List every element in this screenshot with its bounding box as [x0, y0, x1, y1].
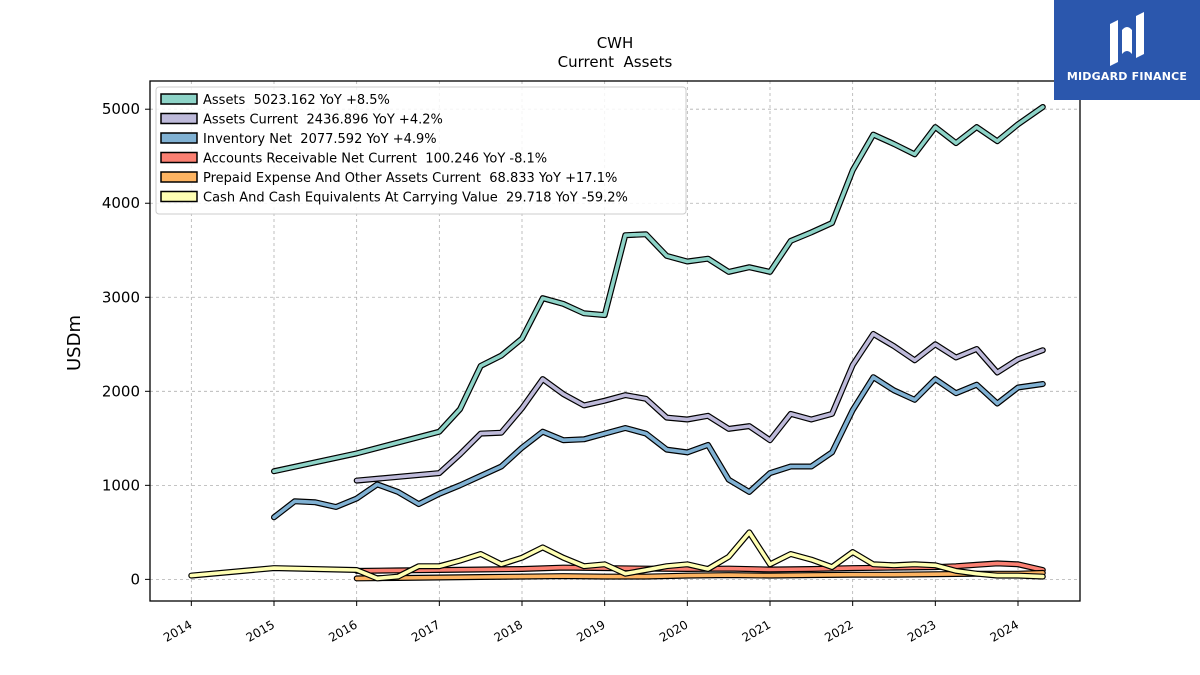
legend-swatch: [160, 190, 198, 203]
chart-title: CWH: [597, 34, 634, 52]
y-tick-label: 3000: [102, 288, 140, 306]
x-tick-label: 2018: [492, 617, 525, 644]
x-tick-label: 2019: [574, 617, 607, 644]
series-5: [188, 529, 1046, 582]
legend-swatch: [160, 93, 198, 105]
series-line: [272, 375, 1045, 520]
x-tick-label: 2016: [326, 617, 359, 644]
legend-label: Prepaid Expense And Other Assets Current…: [203, 171, 617, 186]
legend-label: Assets 5023.162 YoY +8.5%: [203, 93, 390, 108]
x-tick-label: 2020: [657, 617, 690, 644]
legend-label: Assets Current 2436.896 YoY +4.2%: [203, 113, 443, 128]
legend-label: Cash And Cash Equivalents At Carrying Va…: [203, 191, 628, 206]
series-1: [353, 330, 1046, 484]
series-line: [272, 105, 1045, 474]
x-tick-label: 2023: [905, 617, 938, 644]
legend-box: [155, 86, 687, 215]
legend-swatch: [160, 171, 198, 183]
series-line: [354, 561, 1045, 573]
chart-subtitle: Current Assets: [558, 53, 673, 71]
brand-name: MIDGARD FINANCE: [1066, 70, 1188, 83]
y-tick-label: 2000: [102, 382, 140, 400]
series-lines: [188, 104, 1046, 582]
plot-frame: [149, 80, 1081, 602]
y-tick-label: 5000: [102, 100, 140, 118]
y-tick-label: 0: [130, 570, 140, 588]
x-tick-label: 2014: [161, 617, 194, 644]
legend-swatch: [160, 112, 198, 125]
brand-badge: MIDGARD FINANCE: [1054, 0, 1200, 100]
series-4: [353, 569, 1046, 582]
y-axis-label: USDm: [64, 315, 85, 371]
series-2: [271, 374, 1046, 521]
series-line: [354, 332, 1045, 483]
y-axis-ticks: 0 1000 2000 3000 4000 5000: [102, 100, 150, 588]
legend-swatch: [160, 132, 198, 144]
series-0: [271, 104, 1046, 475]
x-tick-label: 2021: [740, 617, 773, 644]
series-line: [354, 571, 1045, 581]
y-tick-label: 1000: [102, 476, 140, 494]
legend-swatch: [160, 151, 198, 164]
x-tick-label: 2017: [409, 617, 442, 644]
legend-label: Accounts Receivable Net Current 100.246 …: [203, 152, 547, 167]
legend: Assets 5023.162 YoY +8.5% Assets Current …: [155, 86, 687, 215]
x-tick-label: 2022: [822, 617, 855, 644]
midgard-m-logo-icon: [1110, 12, 1144, 66]
series-line: [189, 530, 1045, 581]
x-tick-label: 2024: [988, 617, 1021, 644]
legend-label: Inventory Net 2077.592 YoY +4.9%: [203, 132, 437, 147]
x-tick-label: 2015: [244, 617, 277, 644]
series-3: [353, 560, 1046, 574]
y-tick-label: 4000: [102, 194, 140, 212]
x-axis-ticks: 2014 2015 2016 2017 2018 2019 2020 2021 2022 2023…: [161, 601, 1021, 645]
